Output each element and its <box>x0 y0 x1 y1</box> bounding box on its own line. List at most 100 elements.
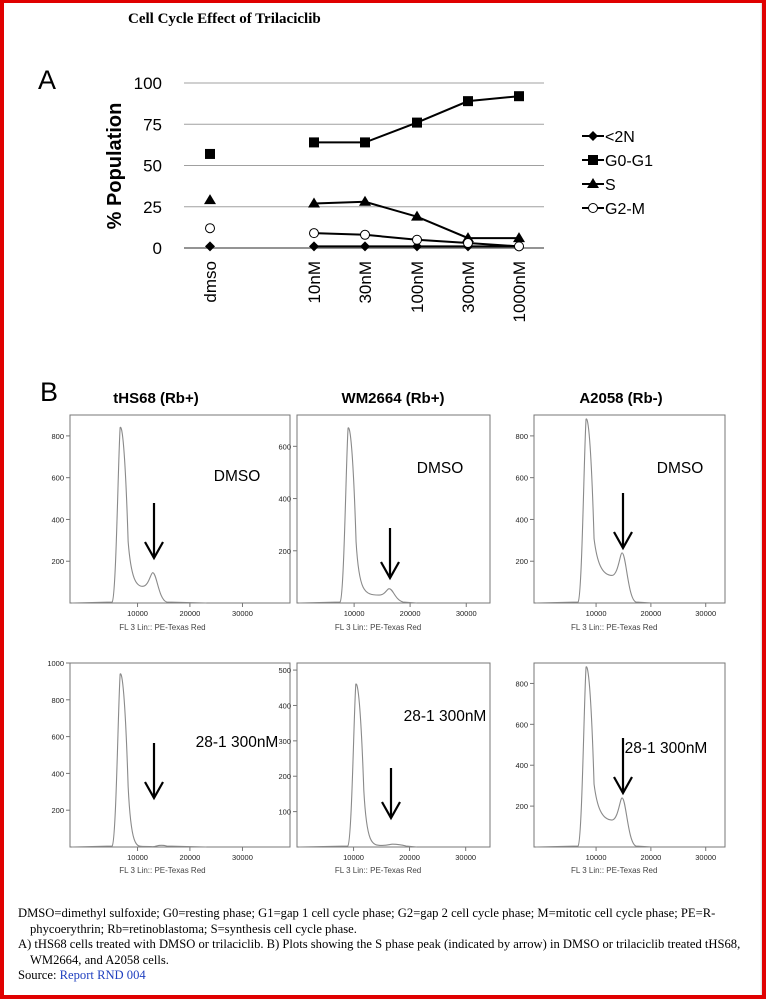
x-tick-label: 30000 <box>695 853 716 862</box>
plot-frame <box>69 414 291 604</box>
x-tick-label: dmso <box>201 261 220 303</box>
data-point <box>308 197 320 208</box>
histogram-curve <box>298 683 417 848</box>
data-point <box>412 117 422 128</box>
panel-a-label: A <box>38 65 56 95</box>
y-tick-label: 400 <box>278 701 291 710</box>
panel-a-line-chart: A % Population 0 25 50 75 100 dmso 10nM 30nM 10… <box>38 65 653 322</box>
x-axis-label: FL 3 Lin:: PE-Texas Red <box>335 866 421 875</box>
legend-label: S <box>605 177 616 194</box>
y-tick-label: 600 <box>51 733 64 742</box>
histogram-plot: 200 400 600 800 1000 10000 20000 30000 FL 3 Lin:… <box>47 659 291 875</box>
legend-marker <box>588 131 598 141</box>
x-tick-label: 1000nM <box>510 261 529 322</box>
x-tick-label: 20000 <box>179 853 200 862</box>
x-axis-label: FL 3 Lin:: PE-Texas Red <box>119 866 205 875</box>
x-tick-label: 10000 <box>586 853 607 862</box>
column-header-ths68: tHS68 (Rb+) <box>113 390 198 407</box>
data-point <box>463 96 473 107</box>
histogram-curve <box>298 427 417 604</box>
y-tick-label: 400 <box>51 515 64 524</box>
y-tick-label: 200 <box>515 557 528 566</box>
data-point <box>205 241 215 252</box>
figure-caption: DMSO=dimethyl sulfoxide; G0=resting phas… <box>18 906 758 984</box>
plot-frame <box>296 414 491 604</box>
panel-b-label: B <box>40 377 58 407</box>
y-tick-label: 500 <box>278 666 291 675</box>
data-point <box>205 223 215 234</box>
y-tick-label: 200 <box>51 557 64 566</box>
figure-title: Cell Cycle Effect of Trilaciclib <box>128 11 321 27</box>
data-point <box>360 241 370 252</box>
y-tick-label: 600 <box>515 720 528 729</box>
caption-abbreviations: DMSO=dimethyl sulfoxide; G0=resting phas… <box>18 906 716 936</box>
y-tick-label: 400 <box>515 761 528 770</box>
data-point <box>411 210 423 221</box>
x-tick-label: 100nM <box>408 261 427 313</box>
plot-frame <box>296 662 491 848</box>
data-point <box>360 229 370 240</box>
x-tick-label: 30000 <box>456 609 477 618</box>
x-tick-label: 300nM <box>459 261 478 313</box>
y-tick-label: 800 <box>51 432 64 441</box>
data-point <box>359 195 371 206</box>
x-tick-label: 20000 <box>400 609 421 618</box>
x-tick-label: 10nM <box>305 261 324 304</box>
panel-b-histograms: B tHS68 (Rb+) WM2664 (Rb+) A2058 (Rb-) 2… <box>40 377 726 875</box>
data-point <box>309 137 319 148</box>
x-tick-label: 20000 <box>640 609 661 618</box>
y-axis-label: % Population <box>104 103 126 230</box>
x-axis-label: FL 3 Lin:: PE-Texas Red <box>119 623 205 632</box>
y-tick-label: 100 <box>278 808 291 817</box>
x-axis-label: FL 3 Lin:: PE-Texas Red <box>571 623 657 632</box>
source-label: Source: <box>18 968 57 982</box>
arrow-head <box>381 801 401 821</box>
y-tick-label: 200 <box>278 772 291 781</box>
x-tick-label: 20000 <box>640 853 661 862</box>
legend-marker <box>588 203 598 213</box>
y-tick-label: 75 <box>143 115 162 134</box>
histogram-curve <box>71 426 207 604</box>
y-tick-label: 1000 <box>47 659 64 668</box>
y-tick-label: 800 <box>515 679 528 688</box>
source-link[interactable]: Report RND 004 <box>59 968 146 982</box>
y-tick-label: 300 <box>278 737 291 746</box>
y-tick-label: 800 <box>515 432 528 441</box>
data-point <box>309 228 319 239</box>
x-tick-label: 10000 <box>127 853 148 862</box>
series-3 <box>205 223 524 252</box>
x-tick-label: 30000 <box>232 853 253 862</box>
x-axis-label: FL 3 Lin:: PE-Texas Red <box>335 623 421 632</box>
data-point <box>360 137 370 148</box>
x-tick-label: 20000 <box>179 609 200 618</box>
condition-label: DMSO <box>417 460 464 477</box>
x-tick-label: 20000 <box>399 853 420 862</box>
x-axis-label: FL 3 Lin:: PE-Texas Red <box>571 866 657 875</box>
x-tick-label: 30nM <box>356 261 375 304</box>
caption-source: Source: Report RND 004 <box>18 968 758 984</box>
data-point <box>205 148 215 159</box>
histogram-curve <box>71 673 207 848</box>
series-1 <box>205 91 524 159</box>
histogram-curve <box>535 418 653 604</box>
condition-label: 28-1 300nM <box>404 708 487 725</box>
data-point <box>514 91 524 102</box>
arrow-head <box>613 531 633 551</box>
column-header-a2058: A2058 (Rb-) <box>579 390 662 407</box>
x-tick-label: 10000 <box>127 609 148 618</box>
x-tick-label: 30000 <box>455 853 476 862</box>
legend-marker <box>587 178 599 188</box>
y-tick-label: 400 <box>515 515 528 524</box>
condition-label: DMSO <box>214 468 261 485</box>
arrow-head <box>144 781 164 801</box>
y-tick-label: 200 <box>278 547 291 556</box>
data-point <box>513 232 525 243</box>
legend-label: G0-G1 <box>605 153 653 170</box>
condition-label: 28-1 300nM <box>625 740 708 757</box>
legend-marker <box>588 155 598 165</box>
